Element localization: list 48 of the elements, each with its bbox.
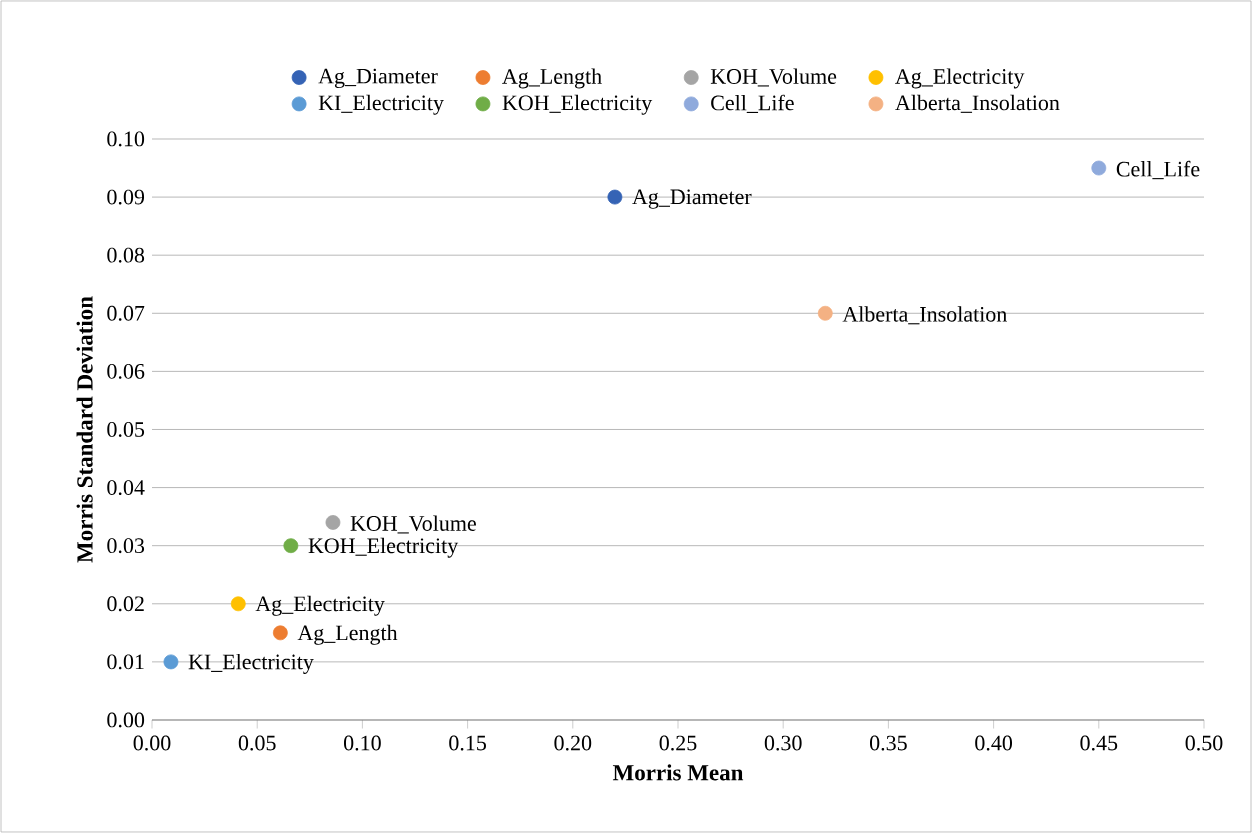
y-axis-title: Morris Standard Deviation: [76, 296, 93, 563]
x-tick-label: 0.45: [1080, 735, 1118, 751]
y-tick-label: 0.08: [107, 247, 145, 263]
x-axis-title: Morris Mean: [612, 764, 744, 781]
y-tick-label: 0.06: [107, 363, 145, 379]
y-tick-label: 0.09: [107, 189, 145, 205]
point: [272, 625, 288, 641]
legend-label: Cell_Life: [711, 94, 794, 113]
x-tick-label: 0.15: [449, 735, 486, 751]
x-tick-label: 0.20: [554, 735, 592, 751]
legend-label: Ag_Electricity: [895, 68, 1025, 89]
legend-label: Ag_Length: [502, 68, 602, 89]
text: Ag_Electricity: [255, 595, 385, 616]
legend-label: KOH_Electricity: [502, 94, 653, 115]
legend-label: Alberta_Insolation: [895, 94, 1060, 113]
text: Ag_Diameter: [632, 189, 752, 209]
legend-label: KI_Electricity: [318, 94, 444, 115]
y-tick-label: 0.07: [107, 305, 145, 321]
y-tick-label: 0.00: [107, 712, 145, 728]
point: [325, 515, 341, 530]
text: Ag_Length: [297, 624, 398, 645]
point: [163, 654, 179, 670]
point: [1091, 160, 1107, 176]
text: Alberta_Insolation: [842, 306, 1007, 325]
legend-label: KOH_Volume: [710, 68, 837, 87]
x-tick-label: 0.05: [238, 735, 276, 751]
text: KI_Electricity: [188, 653, 314, 674]
text: KOH_Electricity: [308, 537, 459, 558]
y-tick-label: 0.05: [107, 422, 145, 437]
point: [817, 305, 833, 321]
y-tick-label: 0.02: [107, 596, 144, 612]
y-tick-label: 0.01: [107, 654, 144, 670]
x-tick-label: 0.30: [764, 735, 802, 751]
point: [283, 538, 299, 554]
y-tick-label: 0.10: [107, 131, 145, 147]
x-tick-label: 0.00: [133, 735, 171, 751]
text: KOH_Volume: [350, 515, 476, 534]
y-tick-label: 0.03: [107, 538, 145, 554]
point: [607, 189, 623, 205]
text: Cell_Life: [1116, 160, 1200, 180]
y-tick-label: 0.04: [107, 480, 145, 496]
x-tick-label: 0.25: [659, 735, 697, 751]
x-tick-label: 0.10: [344, 735, 381, 751]
legend-label: Ag_Diameter: [318, 68, 438, 89]
x-tick-label: 0.35: [870, 735, 907, 751]
x-tick-label: 0.40: [975, 735, 1013, 751]
point: [230, 596, 246, 612]
x-tick-label: 0.50: [1185, 735, 1223, 751]
